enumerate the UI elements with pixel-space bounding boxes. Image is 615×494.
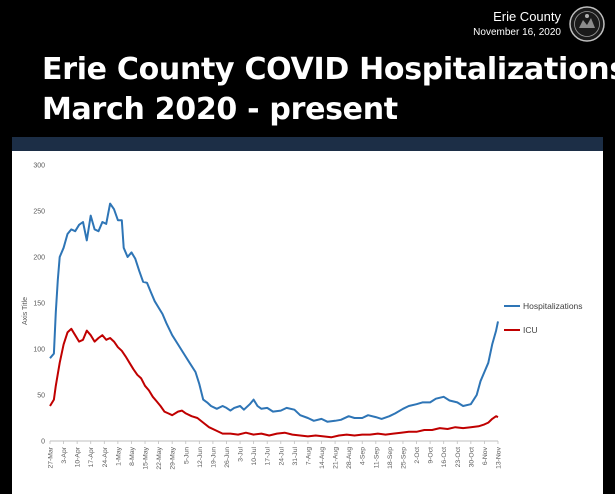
legend-label-hospitalizations: Hospitalizations xyxy=(523,301,583,311)
chart-panel: 0 50 100 150 200 250 300 27-Mar 3-Apr 10-Apr 17-Ap… xyxy=(12,137,603,494)
x-tick-label: 21-Aug xyxy=(333,447,340,469)
presentation-date: November 16, 2020 xyxy=(473,27,561,38)
x-tick-label: 2-Oct xyxy=(414,447,421,464)
x-tick-label: 3-Jul xyxy=(238,447,245,462)
x-tick-label: 23-Oct xyxy=(455,447,462,468)
y-tick-label: 0 xyxy=(41,439,45,446)
x-tick-label: 24-Apr xyxy=(102,446,109,467)
x-tick-label: 13-Nov xyxy=(496,446,503,469)
series-line-hospitalizations xyxy=(49,202,499,423)
x-tick-label: 17-Jul xyxy=(265,447,272,466)
x-tick-label: 9-Oct xyxy=(428,447,435,464)
x-tick-label: 25-Sep xyxy=(400,447,407,469)
slide-title-line-2: March 2020 - present xyxy=(42,92,398,127)
x-tick-label: 10-Apr xyxy=(75,446,82,467)
slide-header: Erie County November 16, 2020 Erie Count… xyxy=(0,0,615,136)
x-tick-label: 12-Jun xyxy=(197,447,204,468)
x-tick-label: 17-Apr xyxy=(88,446,95,467)
x-tick-label: 14-Aug xyxy=(319,447,326,469)
x-tick-label: 28-Aug xyxy=(346,447,353,469)
x-tick-label: 27-Mar xyxy=(48,446,55,468)
y-tick-label: 250 xyxy=(33,209,45,216)
x-tick-label: 24-Jul xyxy=(278,447,285,466)
hospitalization-chart: 0 50 100 150 200 250 300 27-Mar 3-Apr 10-Apr 17-Ap… xyxy=(22,163,583,470)
x-tick-label: 7-Aug xyxy=(305,447,312,465)
x-tick-label: 4-Sep xyxy=(360,447,367,465)
chart-header-bar xyxy=(12,137,603,151)
x-tick-label: 8-May xyxy=(129,446,136,465)
x-tick-label: 6-Nov xyxy=(482,446,489,465)
slide-title-line-1: Erie County COVID Hospitalizations xyxy=(42,52,615,87)
y-tick-label: 300 xyxy=(33,163,45,170)
x-tick-label: 18-Sep xyxy=(387,447,394,469)
x-tick-label: 5-Jun xyxy=(183,447,190,464)
x-tick-label: 10-Jul xyxy=(251,447,258,466)
y-tick-label: 200 xyxy=(33,255,45,262)
org-name: Erie County xyxy=(493,9,561,24)
x-tick-label: 19-Jun xyxy=(210,447,217,468)
series-line-icu xyxy=(49,327,499,439)
x-tick-label: 3-Apr xyxy=(61,446,68,463)
y-tick-label: 100 xyxy=(33,347,45,354)
x-tick-label: 16-Oct xyxy=(441,447,448,468)
x-tick-label: 15-May xyxy=(143,446,150,469)
x-tick-label: 29-May xyxy=(170,446,177,469)
y-tick-label: 50 xyxy=(37,393,45,400)
county-seal-icon xyxy=(569,6,605,42)
x-tick-label: 26-Jun xyxy=(224,447,231,468)
y-axis-title: Axis Title xyxy=(22,297,29,325)
x-tick-label: 31-Jul xyxy=(292,447,299,466)
x-tick-label: 30-Oct xyxy=(468,447,475,468)
x-tick-label: 11-Sep xyxy=(373,447,380,469)
y-tick-label: 150 xyxy=(33,301,45,308)
x-tick-label: 22-May xyxy=(156,446,163,469)
legend-label-icu: ICU xyxy=(523,325,538,335)
x-tick-label: 1-May xyxy=(115,446,122,465)
